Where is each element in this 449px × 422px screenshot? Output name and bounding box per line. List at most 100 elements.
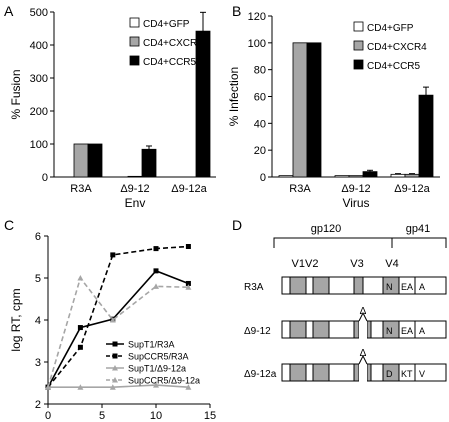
- y-tick-label: 100: [248, 38, 266, 50]
- deletion-mark: [358, 311, 368, 322]
- data-point: [77, 344, 83, 350]
- legend-label: CD4+GFP: [143, 19, 190, 30]
- v3-block: [353, 276, 364, 295]
- legend-marker: [112, 353, 118, 359]
- legend-marker: [112, 341, 118, 347]
- row-label: Δ9-12a: [244, 369, 277, 380]
- x-tick-label: Δ9-12: [120, 183, 149, 195]
- gp41-label: gp41: [406, 223, 430, 235]
- panel-letter-c: C: [4, 217, 14, 233]
- data-point: [185, 284, 192, 290]
- y-tick-label: 500: [30, 7, 48, 19]
- y-tick-label: 200: [30, 106, 48, 118]
- segment-label: A: [419, 326, 425, 336]
- x-tick-label: Δ9-12a: [171, 183, 207, 195]
- y-tick-label: 3: [35, 357, 41, 369]
- deletion-mark: [358, 354, 368, 365]
- y-axis-label: % Infection: [227, 67, 241, 126]
- bar: [278, 175, 294, 178]
- panel-letter-b: B: [232, 3, 241, 19]
- x-tick-label: Δ9-12a: [394, 183, 430, 195]
- bar: [306, 42, 322, 178]
- data-point: [77, 384, 84, 390]
- diagram-row-r3a: R3A N EA A: [244, 276, 447, 295]
- panel-d-envelope-diagram: gp120 gp41 V1V2 V3 V4 R3A N EA A Δ Δ9-12: [244, 223, 447, 383]
- segment-label: A: [419, 282, 425, 292]
- data-point: [185, 384, 192, 390]
- bar: [418, 94, 434, 178]
- gp-bracket: [273, 237, 447, 248]
- y-tick-label: 400: [30, 40, 48, 52]
- v1-block: [289, 320, 307, 339]
- series-line: [47, 245, 189, 388]
- y-axis-label: % Fusion: [9, 69, 23, 119]
- x-tick-label: R3A: [289, 183, 311, 195]
- x-tick-label: 5: [99, 410, 105, 422]
- row-label: R3A: [244, 282, 264, 293]
- bar: [195, 30, 211, 178]
- data-point: [153, 268, 159, 274]
- segment-label: V: [419, 369, 425, 379]
- data-point: [109, 317, 116, 323]
- bar: [127, 175, 143, 178]
- v4-block: [382, 276, 400, 295]
- legend-swatch: [353, 40, 364, 51]
- panel-letter-a: A: [4, 3, 14, 19]
- y-tick-label: 60: [254, 92, 266, 104]
- legend-marker: [112, 377, 118, 383]
- y-tick-label: 100: [30, 139, 48, 151]
- deletion-gap: [359, 312, 367, 340]
- legend-swatch: [129, 17, 140, 28]
- v3-block-left: [353, 363, 360, 382]
- legend-label: SupCCR5/R3A: [128, 352, 189, 362]
- x-tick-label: 15: [204, 410, 216, 422]
- region-label-v4: V4: [385, 258, 398, 270]
- data-point: [185, 280, 191, 286]
- data-point: [77, 275, 84, 281]
- y-tick-label: 120: [248, 11, 266, 23]
- gp120-label: gp120: [311, 223, 342, 235]
- region-label-v1v2: V1V2: [292, 258, 319, 270]
- data-point: [153, 246, 159, 252]
- diagram-row-delta9-12a: Δ Δ9-12a D KT V: [244, 348, 447, 383]
- y-tick-label: 0: [260, 172, 266, 184]
- segment-label: N: [386, 326, 393, 336]
- x-tick-label: 10: [150, 410, 162, 422]
- legend-label: CD4+CXCR4: [143, 38, 203, 49]
- v3-block-right: [366, 363, 372, 382]
- v4-block: [382, 320, 400, 339]
- bar: [73, 143, 89, 178]
- y-tick-label: 4: [35, 315, 41, 327]
- segment-label: EA: [401, 282, 413, 292]
- data-point: [153, 382, 159, 388]
- v2-block: [312, 320, 330, 339]
- bar: [87, 143, 103, 178]
- legend-swatch: [129, 36, 140, 47]
- series-line: [47, 276, 189, 388]
- deletion-gap: [359, 355, 367, 383]
- bar: [390, 173, 406, 178]
- segment-label: D: [386, 369, 393, 379]
- y-tick-label: 5: [35, 273, 41, 285]
- segment-label: N: [386, 282, 393, 292]
- data-point: [185, 244, 191, 249]
- panel-letter-d: D: [232, 217, 242, 233]
- legend-swatch: [129, 55, 140, 66]
- legend-swatch: [353, 21, 364, 32]
- y-tick-label: 20: [254, 145, 266, 157]
- legend-swatch: [353, 59, 364, 70]
- y-tick-label: 300: [30, 73, 48, 85]
- y-tick-label: 6: [35, 231, 41, 243]
- y-tick-label: 0: [42, 172, 48, 184]
- x-axis-label: Virus: [342, 196, 369, 210]
- row-label: Δ9-12: [244, 326, 271, 337]
- data-point: [45, 384, 51, 390]
- legend-label: CD4+CCR5: [367, 61, 421, 72]
- v3-block-right: [366, 320, 372, 339]
- legend-label: CD4+GFP: [367, 23, 414, 34]
- segment-label: EA: [401, 326, 413, 336]
- y-tick-label: 80: [254, 65, 266, 77]
- bar: [404, 173, 420, 178]
- legend-label: SupT1/Δ9-12a: [128, 364, 186, 374]
